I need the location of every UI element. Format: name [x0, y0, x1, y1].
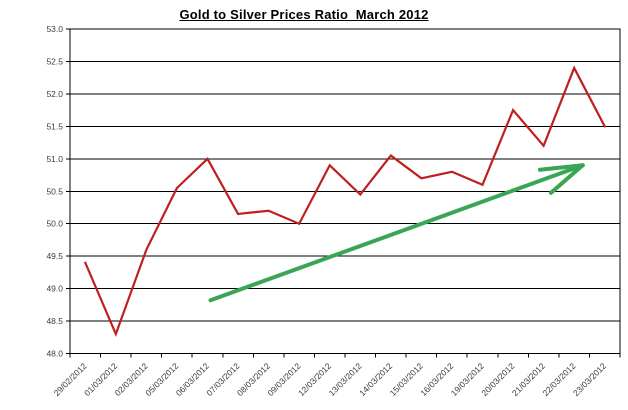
- y-axis-tick-label: 49.0: [46, 284, 63, 294]
- trend-arrow-shaft: [208, 163, 585, 303]
- upward-trend-arrow: [208, 163, 585, 303]
- y-axis-tick-label: 49.5: [46, 251, 63, 261]
- y-axis-tick-label: 48.0: [46, 349, 63, 359]
- y-axis-tick-label: 51.5: [46, 121, 63, 131]
- x-axis-tick-label: 23/03/2012: [571, 361, 608, 398]
- y-axis-tick-label: 48.5: [46, 316, 63, 326]
- y-axis-tick-label: 53.0: [46, 24, 63, 34]
- plot-border: [69, 28, 621, 355]
- trend-arrow-barb-1: [537, 163, 585, 172]
- ratio-line-series: [84, 65, 606, 338]
- chart-title: Gold to Silver Prices Ratio March 2012: [179, 7, 429, 22]
- y-axis-tick-label: 50.5: [46, 186, 63, 196]
- y-axis-tick-label: 52.5: [46, 56, 63, 66]
- y-axis-tick-label: 50.0: [46, 219, 63, 229]
- y-axis-tick-label: 51.0: [46, 154, 63, 164]
- trend-arrow-barb-2: [548, 163, 585, 195]
- y-axis-tick-label: 52.0: [46, 89, 63, 99]
